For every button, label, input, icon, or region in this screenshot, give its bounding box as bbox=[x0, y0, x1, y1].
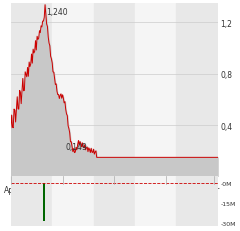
Bar bbox=[176, 4, 217, 177]
Bar bbox=[11, 177, 52, 226]
Bar bbox=[11, 4, 52, 177]
Text: 1,240: 1,240 bbox=[47, 8, 68, 17]
Bar bbox=[94, 4, 135, 177]
Bar bbox=[52, 4, 94, 177]
Bar bbox=[176, 177, 217, 226]
Bar bbox=[135, 4, 176, 177]
Bar bbox=[94, 177, 135, 226]
Bar bbox=[52, 177, 94, 226]
Text: 0,149: 0,149 bbox=[66, 142, 87, 151]
Bar bbox=[135, 177, 176, 226]
Bar bbox=[43, 183, 45, 221]
